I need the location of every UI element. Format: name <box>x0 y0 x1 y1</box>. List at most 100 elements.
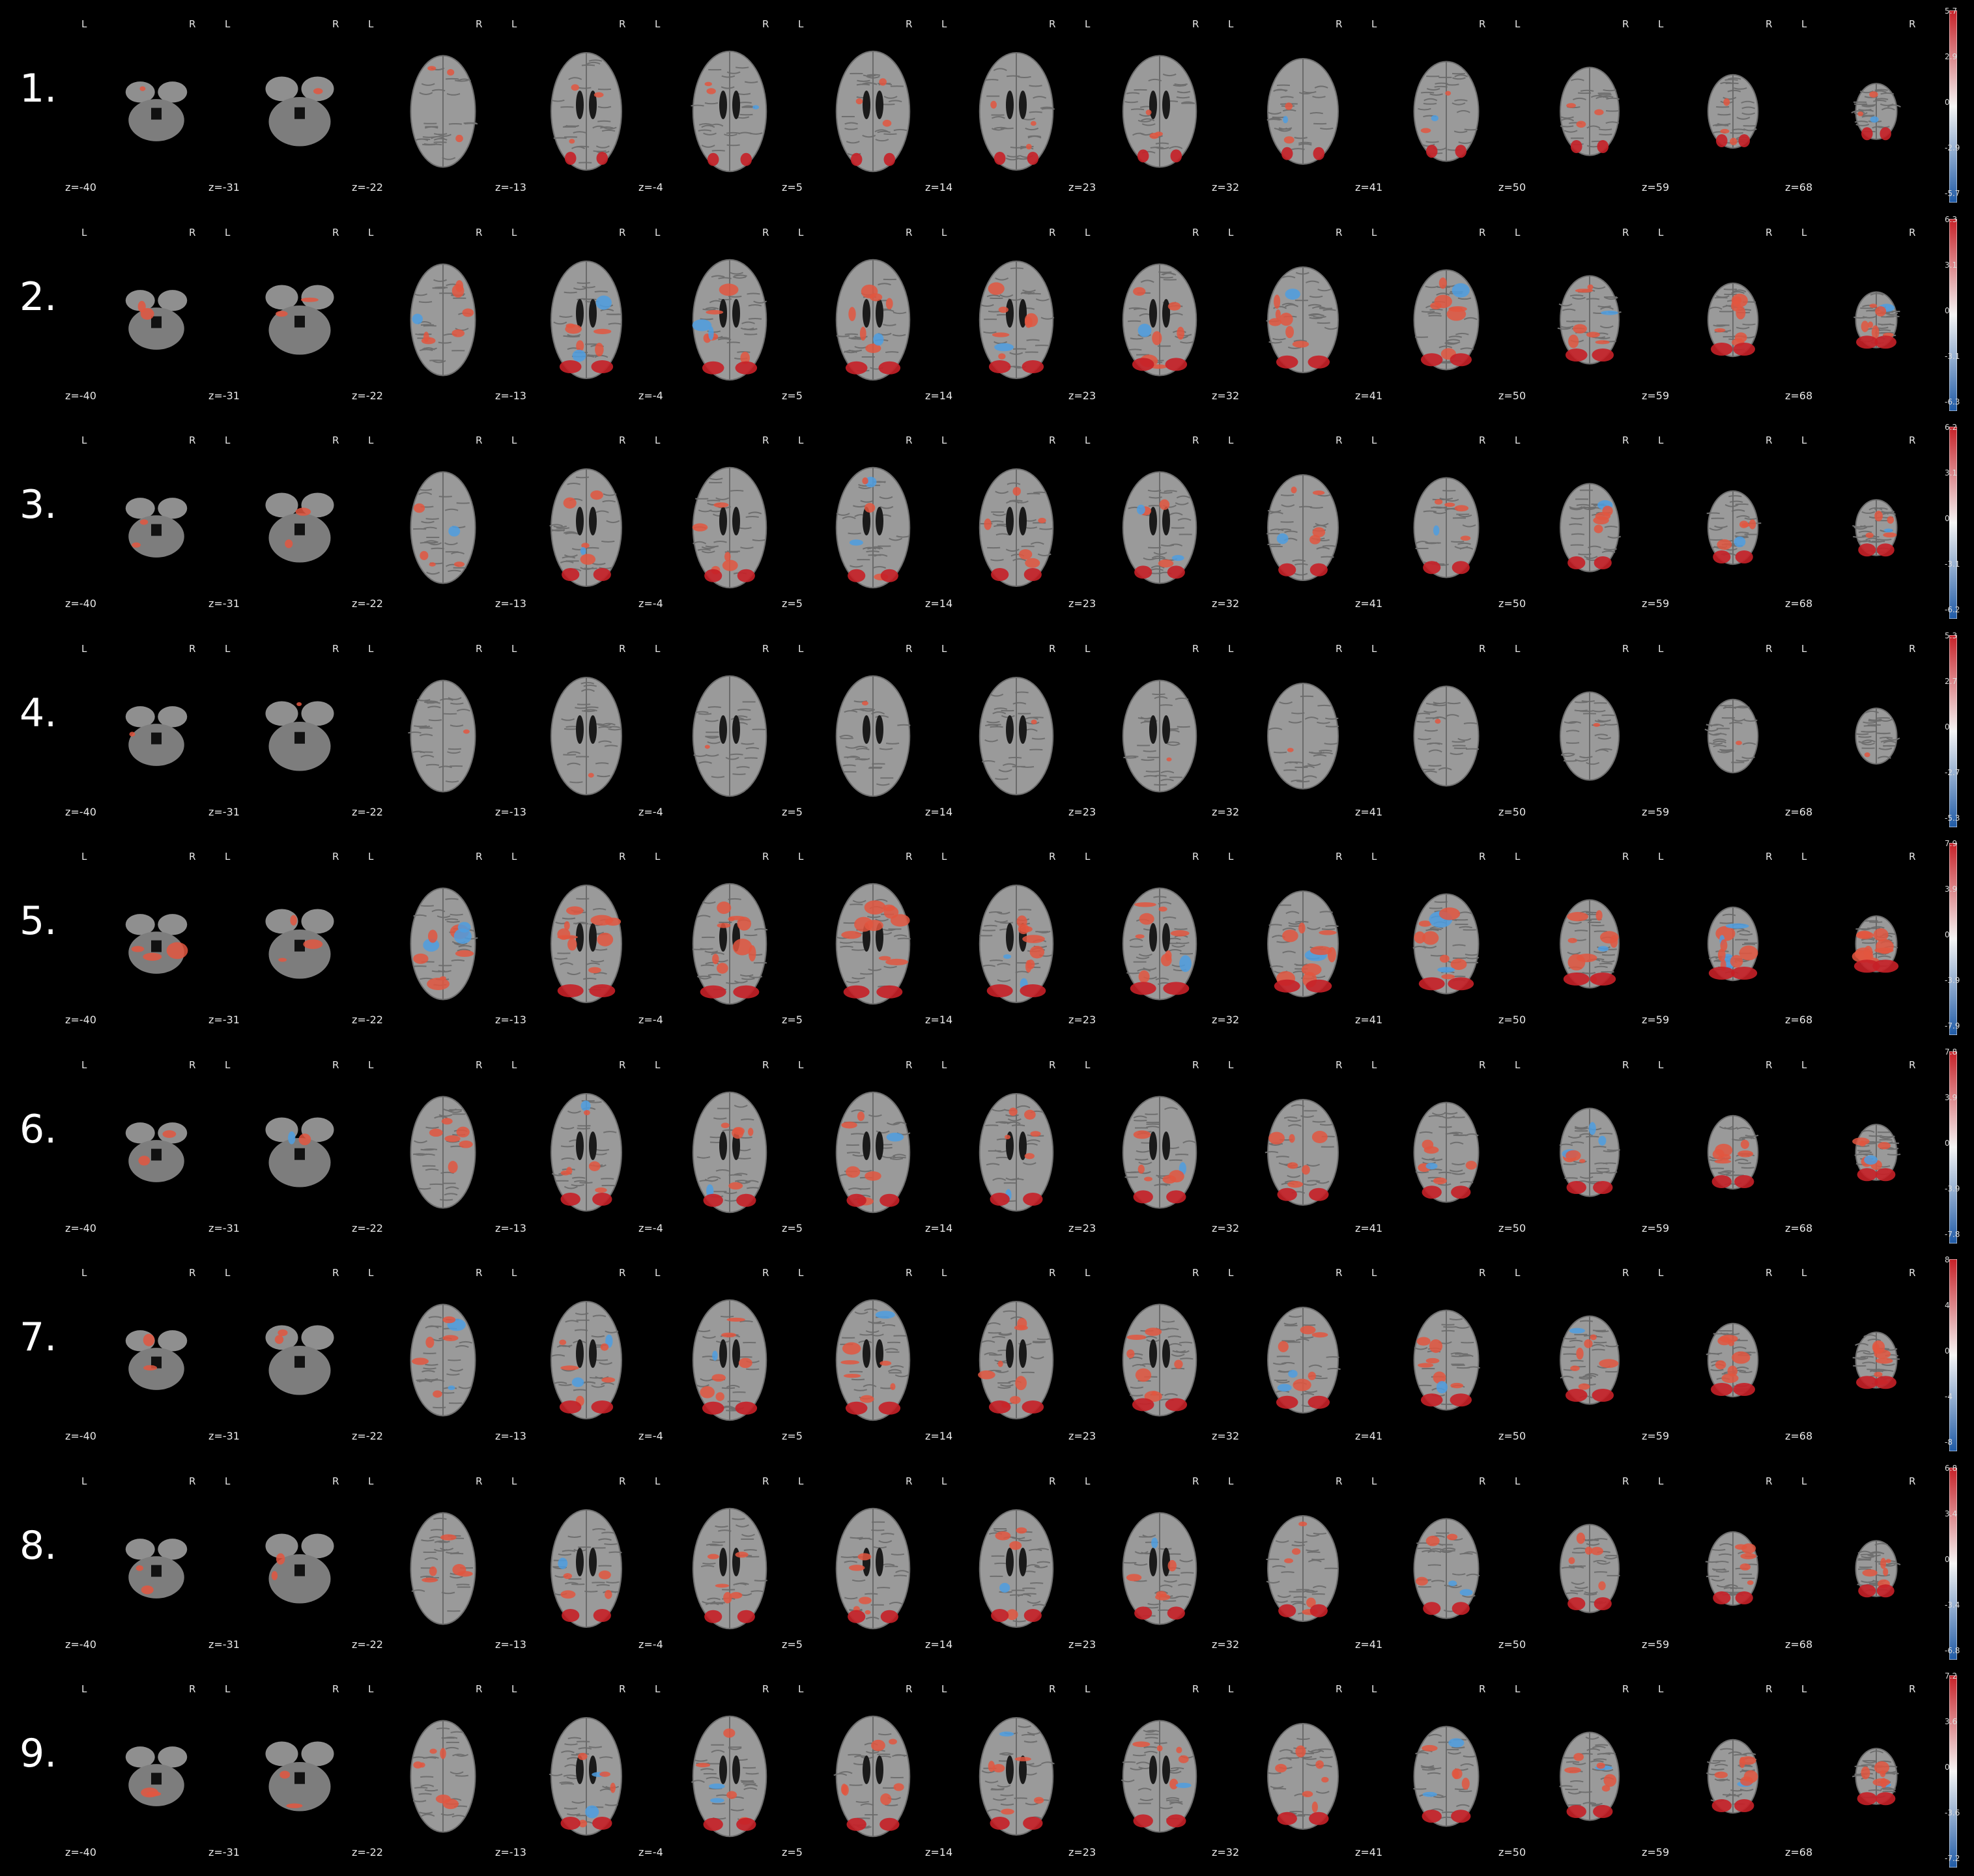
cerebellum-shape <box>268 721 331 771</box>
sulcus-line <box>1141 123 1156 126</box>
sulcus-line <box>1000 1384 1014 1387</box>
orientation-left-label: L <box>225 1059 231 1071</box>
sulcus-line <box>447 750 461 754</box>
brain-slice-image <box>125 498 188 558</box>
sulcus-line <box>1027 1731 1041 1735</box>
sulcus-line <box>1463 1755 1477 1758</box>
brain-slice-image <box>1122 1096 1197 1208</box>
sulcus-line <box>1466 1366 1481 1369</box>
slice-z-label: z=41 <box>1355 1638 1383 1651</box>
sulcus-line <box>1715 294 1730 298</box>
brain-slice-image <box>549 468 622 587</box>
sulcus-line <box>592 1528 606 1531</box>
sulcus-line <box>1428 928 1442 931</box>
activation-cluster <box>1875 1792 1896 1806</box>
sulcus-line <box>1705 1560 1719 1563</box>
sulcus-line <box>1433 511 1447 515</box>
sulcus-line <box>553 525 567 528</box>
sulcus-line <box>1456 110 1470 113</box>
brain-slice-image <box>551 260 622 379</box>
sulcus-line <box>448 748 462 750</box>
activation-cluster <box>1715 1143 1733 1157</box>
sulcus-line <box>1585 1736 1599 1740</box>
slice-z-label: z=-4 <box>638 1846 663 1858</box>
sulcus-line <box>455 1344 469 1348</box>
sulcus-line <box>1025 1802 1039 1806</box>
sulcus-line <box>1604 296 1618 300</box>
sulcus-line <box>575 1313 589 1315</box>
activation-cluster <box>1292 340 1309 348</box>
activation-cluster <box>1311 1332 1328 1338</box>
activation-cluster <box>865 343 881 353</box>
orientation-left-label: L <box>1801 1267 1807 1279</box>
activation-cluster <box>276 1552 285 1565</box>
activation-cluster <box>1422 931 1439 945</box>
sulcus-line <box>1868 1789 1882 1791</box>
activation-cluster <box>1279 312 1293 326</box>
sulcus-line <box>595 510 609 513</box>
temporal-lobe-shape <box>158 498 188 519</box>
orientation-right-label: R <box>476 1475 483 1487</box>
ventricle-shape <box>576 1547 584 1576</box>
sulcus-line <box>595 1376 609 1380</box>
activation-cluster <box>583 1109 590 1115</box>
sulcus-line <box>700 1564 715 1567</box>
activation-cluster <box>1459 1589 1473 1596</box>
sulcus-line <box>1571 533 1585 535</box>
sulcus-line <box>1872 952 1887 956</box>
activation-cluster <box>1738 134 1751 147</box>
activation-cluster <box>578 1819 588 1828</box>
activation-cluster <box>986 984 1013 997</box>
cerebellum-shape <box>128 1139 184 1182</box>
activation-cluster <box>1739 1563 1751 1570</box>
sulcus-line <box>1598 128 1612 131</box>
row-label: 9. <box>20 1731 57 1776</box>
activation-cluster <box>1422 1810 1442 1823</box>
sulcus-line <box>1870 292 1884 296</box>
activation-cluster <box>995 1531 1011 1541</box>
ventricle-shape <box>151 940 162 952</box>
sulcus-line <box>1022 1161 1037 1165</box>
sulcus-line <box>1457 542 1471 545</box>
sulcus-line <box>747 1186 760 1189</box>
activation-cluster <box>1145 1328 1162 1336</box>
activation-cluster <box>1874 1376 1896 1389</box>
sulcus-line <box>1169 312 1183 316</box>
sulcus-line <box>711 149 725 152</box>
sulcus-line <box>1415 1752 1429 1755</box>
sulcus-line <box>418 489 433 491</box>
sulcus-line <box>735 1524 749 1528</box>
activation-cluster <box>737 917 752 931</box>
activation-cluster <box>288 1131 296 1144</box>
sulcus-line <box>592 1315 607 1317</box>
sulcus-line <box>1303 775 1317 778</box>
brain-slice-image <box>1852 499 1898 557</box>
activation-cluster <box>1610 935 1618 948</box>
sulcus-line <box>1270 965 1283 968</box>
sulcus-line <box>1129 938 1143 942</box>
sulcus-line <box>459 1341 473 1344</box>
orientation-right-label: R <box>332 434 339 446</box>
activation-cluster <box>580 547 586 555</box>
sulcus-line <box>844 128 858 130</box>
sulcus-line <box>1141 118 1155 122</box>
slice-z-label: z=-40 <box>65 1430 96 1442</box>
activation-cluster <box>1166 1814 1186 1828</box>
activation-cluster <box>1423 1601 1441 1615</box>
sulcus-line <box>598 1537 612 1541</box>
orientation-right-label: R <box>332 1475 339 1487</box>
orientation-right-label: R <box>332 1059 339 1071</box>
orientation-right-label: R <box>1766 434 1773 446</box>
colorbar-tick-label: -6.2 <box>1945 605 1960 614</box>
colorbar-tick-label: 5.3 <box>1945 631 1958 640</box>
activation-cluster <box>425 1337 435 1348</box>
sulcus-line <box>1724 504 1739 507</box>
activation-cluster <box>1179 955 1192 973</box>
orientation-right-label: R <box>1909 1059 1916 1071</box>
colorbar-gradient <box>1949 218 1957 411</box>
slice-z-label: z=50 <box>1498 1221 1526 1234</box>
sulcus-line <box>1268 341 1282 344</box>
sulcus-line <box>425 1168 439 1171</box>
activation-cluster <box>596 152 608 165</box>
sulcus-line <box>738 102 752 104</box>
